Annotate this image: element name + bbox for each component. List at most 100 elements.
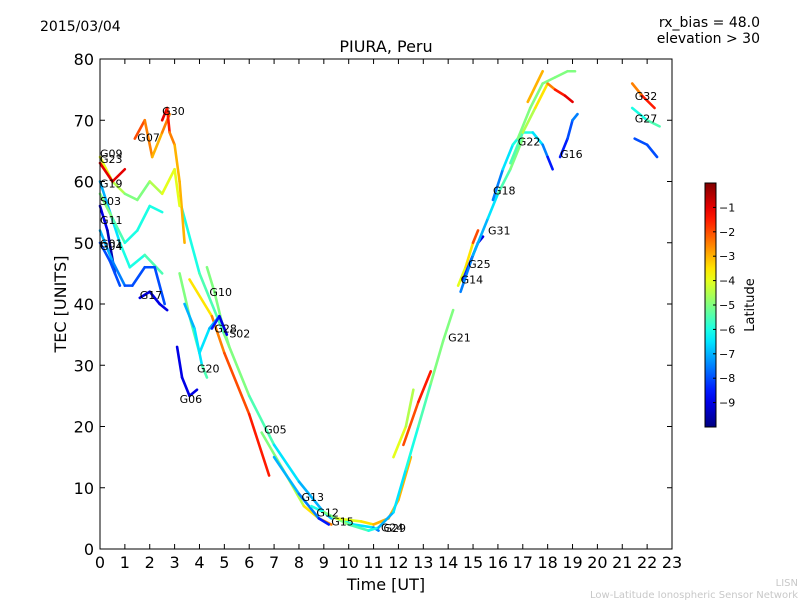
x-tick-label: 20 [587, 553, 607, 572]
satellite-label: G21 [448, 332, 471, 345]
series-segment [571, 112, 579, 122]
series-segment [397, 455, 413, 502]
series-segment [367, 526, 380, 532]
series-segment [111, 216, 127, 245]
series-segment [200, 363, 209, 379]
y-tick-label: 50 [74, 234, 94, 253]
series-segment [133, 118, 147, 140]
x-tick-label: 4 [194, 553, 204, 572]
series-segment [471, 216, 490, 257]
series-segment [118, 241, 132, 269]
series-g18 [491, 131, 554, 202]
series-segment [123, 192, 139, 202]
series-segment [223, 351, 251, 416]
series-segment [417, 382, 433, 428]
colorbar-tick-label: −6 [719, 323, 735, 336]
series-g22c [526, 69, 544, 104]
footer-lisn: LISN [776, 578, 798, 589]
series-segment [98, 241, 112, 263]
series-segment [516, 106, 532, 140]
x-tick-label: 2 [145, 553, 155, 572]
series-g21b [392, 388, 415, 459]
series-segment [630, 82, 644, 98]
series-segment [546, 155, 554, 171]
colorbar-tick-label: −5 [719, 299, 735, 312]
x-tick-label: 22 [637, 553, 657, 572]
satellite-label: G09 [100, 147, 123, 160]
satellite-label: G06 [180, 393, 203, 406]
series-segment [541, 76, 557, 85]
series-segment [108, 259, 122, 287]
series-segment [566, 118, 574, 140]
satellite-label: G16 [560, 148, 583, 161]
series-segment [347, 523, 370, 532]
x-axis-label: Time [UT] [346, 575, 425, 594]
satellite-label: G11 [100, 214, 123, 227]
series-segment [183, 302, 196, 330]
series-segment [148, 180, 164, 196]
satellite-label: G04 [100, 240, 123, 253]
series-segment [471, 229, 480, 245]
colorbar-tick-label: −7 [719, 348, 735, 361]
satellite-label: G20 [197, 362, 220, 375]
series-g04 [98, 241, 122, 287]
series-segment [247, 412, 271, 477]
satellite-label: G14 [461, 274, 484, 287]
series-segment [153, 265, 166, 306]
satellite-label: G18 [493, 185, 516, 198]
series-g01 [98, 229, 166, 306]
series-segment [491, 167, 505, 202]
satellite-label: G24 [381, 522, 404, 535]
series-segment [111, 259, 127, 287]
series-segment [123, 229, 139, 245]
series-segment [531, 131, 544, 147]
series-segment [98, 229, 114, 263]
series-g06 [175, 345, 199, 398]
series-segment [138, 290, 152, 300]
elevation-label: elevation > 30 [657, 31, 760, 47]
series-segment [553, 88, 567, 98]
series-segment [158, 302, 169, 312]
series-segment [521, 106, 537, 134]
series-segment [165, 106, 171, 134]
series-segment [128, 253, 147, 269]
satellite-label: G19 [100, 177, 123, 190]
x-tick-label: 12 [388, 553, 408, 572]
series-segment [509, 137, 525, 171]
series-segment [188, 388, 199, 398]
series-segment [131, 265, 147, 287]
colorbar-tick-label: −4 [719, 275, 735, 288]
date-label: 2015/03/04 [40, 19, 121, 35]
x-tick-label: 17 [513, 553, 533, 572]
satellite-label: G17 [140, 289, 163, 302]
series-segment [111, 167, 127, 183]
series-segment [429, 339, 445, 385]
series-segment [188, 278, 214, 318]
colorbar-tick-label: −3 [719, 250, 735, 263]
series-segment [417, 370, 433, 404]
series-g27 [630, 106, 661, 128]
series-segment [645, 118, 661, 128]
colorbar-tick-label: −2 [719, 226, 735, 239]
series-segment [98, 204, 109, 232]
rx-bias-label: rx_bias = 48.0 [659, 15, 760, 31]
series-g14 [456, 229, 480, 287]
series-segment [563, 94, 574, 104]
series-g21c [402, 370, 433, 447]
series-segment [178, 180, 186, 245]
plot-area [100, 59, 672, 549]
satellite-label: G28 [214, 323, 237, 336]
series-segment [334, 517, 363, 523]
series-segment [404, 388, 415, 428]
series-g16 [558, 112, 579, 159]
series-segment [247, 394, 276, 447]
series-segment [160, 167, 176, 196]
series-segment [509, 131, 525, 165]
series-g22b [516, 69, 577, 140]
colorbar: −1 −2 −3 −4 −5 −6 −7 −8 −9 [704, 182, 735, 428]
series-segment [528, 82, 544, 110]
series-segment [464, 241, 475, 269]
series-segment [486, 192, 500, 220]
series-segment [558, 137, 569, 159]
